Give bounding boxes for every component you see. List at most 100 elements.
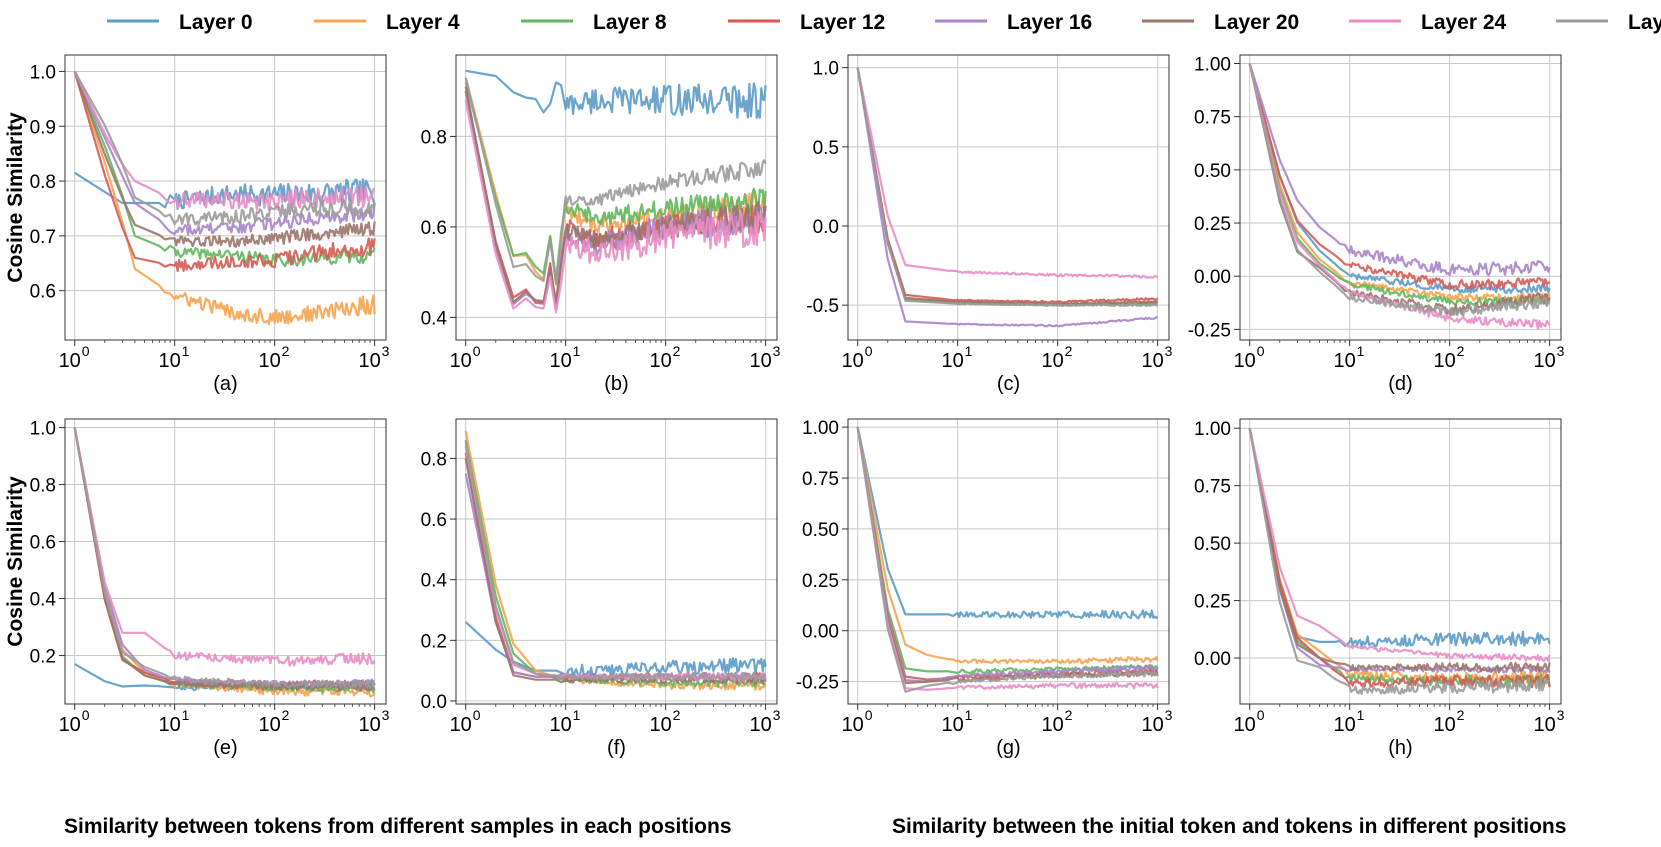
y-tick-label: 0.75 [1194,477,1231,498]
y-tick-label: 0.25 [1194,592,1231,613]
series-group [1248,427,1551,695]
y-tick-label: 0.6 [421,510,447,531]
series-line-layer-24 [1248,427,1551,662]
y-tick-label: 0.8 [30,172,56,193]
x-tick-exponent: 1 [965,707,973,723]
series-line-layer-12 [856,426,1159,681]
x-tick-exponent: 1 [573,343,581,359]
x-tick-label: 10 [1334,714,1356,736]
x-tick-label: 10 [450,350,472,372]
series-line-layer-4 [1248,63,1551,303]
x-tick-exponent: 0 [82,343,90,359]
x-tick-exponent: 0 [865,343,873,359]
series-group [464,69,767,314]
y-tick-label: 0.4 [421,571,448,592]
caption-left: Similarity between tokens from different… [64,815,732,838]
series-line-layer-16 [856,426,1158,683]
panel-a: 10 0 10 1 10 2 10 30.60.70.80.91.0(a)Cosine Sim… [4,54,390,395]
series-line-layer-12 [464,90,766,309]
plot-frame [847,418,1170,705]
series-line-layer-28 [856,67,1159,308]
y-tick-label: 0.25 [802,571,839,592]
series-line-layer-8 [856,67,1159,307]
legend-label: Layer 24 [1421,11,1507,34]
series-line-layer-20 [1248,63,1551,316]
y-tick-label: 0.8 [30,476,56,497]
y-tick-label: 0.50 [1194,534,1231,555]
legend-label: Layer 0 [179,11,253,34]
series-line-layer-20 [73,427,375,692]
x-tick-exponent: 2 [673,707,681,723]
legend-label: Layer 4 [386,11,460,34]
y-tick-label: 0.00 [1194,649,1231,670]
x-tick-label: 10 [650,350,672,372]
panel-label: (c) [997,373,1020,395]
series-line-layer-12 [1248,63,1551,290]
legend-label: Layer 12 [800,11,885,34]
x-tick-label: 10 [259,350,281,372]
series-line-layer-12 [73,71,376,273]
series-line-layer-24 [73,427,376,667]
panel-label: (d) [1388,373,1412,395]
series-group [1248,63,1551,330]
x-tick-label: 10 [842,350,864,372]
x-tick-label: 10 [942,714,964,736]
series-line-layer-0 [1248,427,1551,648]
x-tick-label: 10 [59,714,81,736]
x-tick-label: 10 [1533,714,1555,736]
panel-d: 10 0 10 1 10 2 10 3-0.250.000.250.500.751.00(d) [1188,54,1565,395]
series-line-layer-24 [856,67,1158,279]
series-line-layer-16 [464,90,767,306]
series-line-layer-28 [73,427,376,689]
panel-label: (b) [604,373,628,395]
x-tick-exponent: 3 [1557,343,1565,359]
panel-h: 10 0 10 1 10 2 10 30.000.250.500.751.00(h) [1194,418,1565,759]
x-tick-label: 10 [1434,350,1456,372]
series-line-layer-24 [1248,63,1551,330]
series-line-layer-20 [856,426,1159,685]
series-line-layer-24 [856,426,1159,691]
series-line-layer-28 [1248,428,1551,695]
x-tick-exponent: 0 [1257,707,1265,723]
x-tick-label: 10 [450,714,472,736]
y-tick-label: 1.00 [1194,55,1231,76]
y-tick-label: 0.7 [30,227,56,248]
x-tick-label: 10 [749,714,771,736]
y-tick-label: 0.4 [30,590,57,611]
panel-b: 10 0 10 1 10 2 10 30.40.60.8(b) [421,54,781,395]
x-tick-label: 10 [1141,350,1163,372]
x-tick-exponent: 3 [382,707,390,723]
y-tick-label: 1.0 [30,62,56,83]
x-tick-label: 10 [1042,714,1064,736]
x-tick-exponent: 1 [1357,343,1365,359]
series-line-layer-4 [73,71,376,326]
y-tick-label: 0.75 [1194,108,1231,129]
plot-frame [847,54,1170,341]
x-tick-label: 10 [159,350,181,372]
y-tick-label: 0.25 [1194,214,1231,235]
y-tick-label: 0.00 [1194,267,1231,288]
x-tick-exponent: 1 [573,707,581,723]
plot-frame [455,54,778,341]
series-line-layer-24 [464,99,767,314]
y-tick-label: 0.9 [30,117,56,138]
series-line-layer-28 [856,426,1159,693]
x-tick-label: 10 [1334,350,1356,372]
series-line-layer-20 [464,458,767,685]
series-line-layer-28 [464,443,766,682]
x-tick-label: 10 [1434,714,1456,736]
y-tick-label: -0.5 [806,296,839,317]
y-tick-label: 0.0 [421,692,447,713]
plot-frame [64,418,387,705]
x-tick-label: 10 [1234,350,1256,372]
series-line-layer-8 [464,81,767,281]
y-tick-label: 0.75 [802,469,839,490]
x-tick-label: 10 [59,350,81,372]
y-tick-label: -0.25 [796,673,839,694]
y-tick-label: 0.8 [421,449,447,470]
panel-label: (h) [1388,737,1412,759]
y-tick-label: 1.0 [30,419,56,440]
y-tick-label: 0.00 [802,622,839,643]
series-line-layer-0 [856,67,1158,307]
